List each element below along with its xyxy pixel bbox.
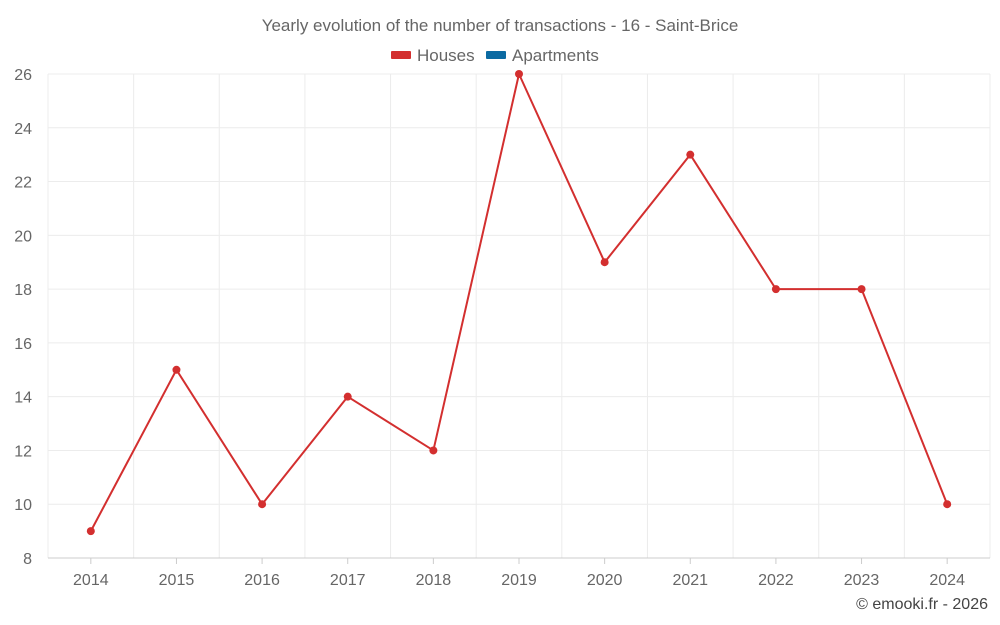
y-tick-label: 16: [14, 336, 32, 353]
data-point-houses[interactable]: [258, 500, 267, 509]
x-tick-label: 2018: [416, 572, 452, 589]
x-tick-label: 2015: [159, 572, 195, 589]
x-tick-label: 2019: [501, 572, 537, 589]
x-tick-label: 2022: [758, 572, 794, 589]
x-axis: 2014 2015 2016 2017 2018 2019 2020 2021 2022 2023…: [48, 557, 990, 589]
credit-text: © emooki.fr - 2026: [856, 596, 988, 613]
y-tick-label: 8: [23, 551, 32, 568]
legend-swatch-apartments: [486, 51, 506, 59]
data-point-houses[interactable]: [943, 500, 952, 509]
data-point-houses[interactable]: [686, 150, 695, 159]
legend-swatch-houses: [391, 51, 411, 59]
series-group: [86, 70, 952, 536]
x-tick-label: 2023: [844, 572, 880, 589]
data-point-houses[interactable]: [600, 258, 609, 267]
y-tick-label: 12: [14, 443, 32, 460]
legend-item-apartments[interactable]: Apartments: [486, 46, 599, 65]
data-point-houses[interactable]: [857, 285, 866, 294]
data-point-houses[interactable]: [771, 285, 780, 294]
legend-label-houses: Houses: [417, 46, 475, 65]
y-axis: 8 10 12 14 16 18 20 22 24 26: [14, 67, 32, 568]
data-point-houses[interactable]: [86, 527, 95, 536]
y-tick-label: 20: [14, 228, 32, 245]
x-tick-label: 2014: [73, 572, 109, 589]
y-tick-label: 24: [14, 121, 32, 138]
x-tick-label: 2017: [330, 572, 366, 589]
x-tick-label: 2021: [672, 572, 708, 589]
legend-label-apartments: Apartments: [512, 46, 599, 65]
x-tick-label: 2020: [587, 572, 623, 589]
data-point-houses[interactable]: [429, 446, 438, 455]
data-point-houses[interactable]: [515, 70, 523, 78]
chart-title: Yearly evolution of the number of transa…: [262, 16, 739, 35]
x-tick-label: 2016: [244, 572, 280, 589]
grid-lines: [47, 73, 991, 558]
chart-legend: Houses Apartments: [391, 46, 599, 65]
y-tick-label: 26: [14, 67, 32, 84]
y-tick-label: 22: [14, 175, 32, 192]
data-point-houses[interactable]: [343, 392, 352, 401]
y-tick-label: 18: [14, 282, 32, 299]
legend-item-houses[interactable]: Houses: [391, 46, 475, 65]
y-tick-label: 14: [14, 390, 32, 407]
x-tick-label: 2024: [929, 572, 965, 589]
data-point-houses[interactable]: [172, 365, 181, 374]
y-tick-label: 10: [14, 497, 32, 514]
